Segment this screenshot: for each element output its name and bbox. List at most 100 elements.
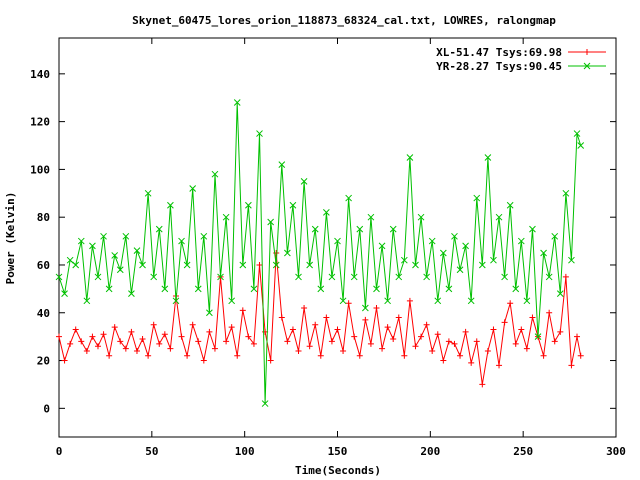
x-tick-label: 100 bbox=[235, 445, 255, 458]
data-point bbox=[512, 285, 520, 293]
data-point bbox=[239, 261, 247, 269]
y-tick-label: 20 bbox=[37, 355, 50, 368]
data-point bbox=[501, 273, 508, 281]
data-point bbox=[284, 338, 291, 345]
data-point bbox=[362, 316, 369, 323]
data-point bbox=[434, 331, 441, 338]
data-point bbox=[83, 297, 91, 305]
data-point bbox=[133, 247, 141, 254]
data-point bbox=[423, 273, 430, 281]
data-point bbox=[479, 381, 486, 388]
data-point bbox=[545, 273, 553, 281]
data-point bbox=[267, 218, 275, 226]
data-point bbox=[94, 343, 101, 350]
data-point bbox=[295, 273, 302, 281]
data-point bbox=[167, 201, 174, 209]
data-point bbox=[111, 324, 118, 331]
data-point bbox=[512, 340, 519, 347]
data-point bbox=[278, 161, 286, 168]
data-point bbox=[473, 194, 481, 202]
data-point bbox=[562, 273, 569, 280]
series-line bbox=[58, 252, 582, 385]
chart-title: Skynet_60475_lores_orion_118873_68324_ca… bbox=[132, 14, 556, 27]
data-point bbox=[206, 309, 213, 317]
data-point bbox=[412, 343, 419, 350]
data-point bbox=[484, 154, 492, 161]
data-point bbox=[111, 252, 119, 259]
data-point bbox=[523, 345, 530, 352]
data-point bbox=[390, 336, 397, 343]
series-2 bbox=[55, 99, 585, 407]
data-point bbox=[89, 333, 96, 340]
data-point bbox=[406, 154, 414, 161]
data-point bbox=[184, 352, 191, 359]
data-point bbox=[128, 328, 135, 335]
data-point bbox=[200, 232, 208, 240]
data-point bbox=[551, 232, 559, 240]
y-tick-label: 0 bbox=[43, 402, 50, 415]
data-point bbox=[361, 304, 369, 312]
data-point bbox=[573, 130, 581, 137]
data-point bbox=[356, 352, 363, 359]
data-point bbox=[406, 297, 413, 304]
data-point bbox=[89, 242, 96, 250]
data-point bbox=[568, 256, 575, 264]
data-point bbox=[412, 261, 419, 269]
data-point bbox=[267, 357, 274, 364]
data-point bbox=[301, 304, 308, 311]
data-point bbox=[462, 328, 469, 335]
data-point bbox=[234, 352, 241, 359]
data-point bbox=[133, 347, 140, 354]
data-point bbox=[161, 285, 169, 293]
data-point bbox=[289, 326, 296, 333]
data-point bbox=[490, 326, 497, 333]
data-point bbox=[228, 297, 236, 305]
data-point bbox=[400, 256, 408, 264]
data-point bbox=[557, 328, 564, 335]
data-point bbox=[367, 340, 374, 347]
data-point bbox=[445, 338, 452, 345]
data-point bbox=[245, 333, 252, 340]
data-point bbox=[228, 324, 235, 331]
data-point bbox=[83, 347, 90, 354]
y-tick-label: 40 bbox=[37, 307, 50, 320]
data-point bbox=[439, 249, 447, 257]
data-point bbox=[418, 333, 425, 340]
data-point bbox=[150, 321, 157, 328]
data-point bbox=[583, 62, 591, 70]
x-tick-label: 250 bbox=[513, 445, 533, 458]
x-tick-label: 200 bbox=[420, 445, 440, 458]
data-point bbox=[462, 242, 469, 250]
data-point bbox=[384, 324, 391, 331]
data-point bbox=[194, 285, 202, 293]
x-tick-label: 0 bbox=[56, 445, 63, 458]
data-point bbox=[556, 290, 564, 298]
data-point bbox=[178, 237, 185, 245]
data-point bbox=[568, 362, 575, 369]
data-point bbox=[389, 225, 397, 233]
data-point bbox=[484, 347, 491, 354]
data-point bbox=[529, 314, 536, 321]
data-point bbox=[490, 256, 497, 264]
y-tick-label: 100 bbox=[30, 163, 50, 176]
data-point bbox=[256, 130, 263, 137]
x-tick-label: 300 bbox=[606, 445, 626, 458]
data-point bbox=[150, 273, 158, 281]
data-point bbox=[540, 352, 547, 359]
data-point bbox=[94, 273, 102, 281]
data-point bbox=[245, 201, 252, 209]
data-point bbox=[156, 340, 163, 347]
data-point bbox=[67, 340, 74, 347]
data-point bbox=[495, 213, 503, 221]
data-point bbox=[250, 285, 258, 293]
data-point bbox=[534, 333, 542, 341]
y-tick-label: 140 bbox=[30, 68, 50, 81]
data-point bbox=[306, 261, 314, 269]
data-point bbox=[401, 352, 408, 359]
data-point bbox=[167, 345, 174, 352]
data-point bbox=[239, 307, 246, 314]
data-point bbox=[195, 338, 202, 345]
data-point bbox=[467, 297, 475, 305]
data-point bbox=[562, 189, 570, 197]
